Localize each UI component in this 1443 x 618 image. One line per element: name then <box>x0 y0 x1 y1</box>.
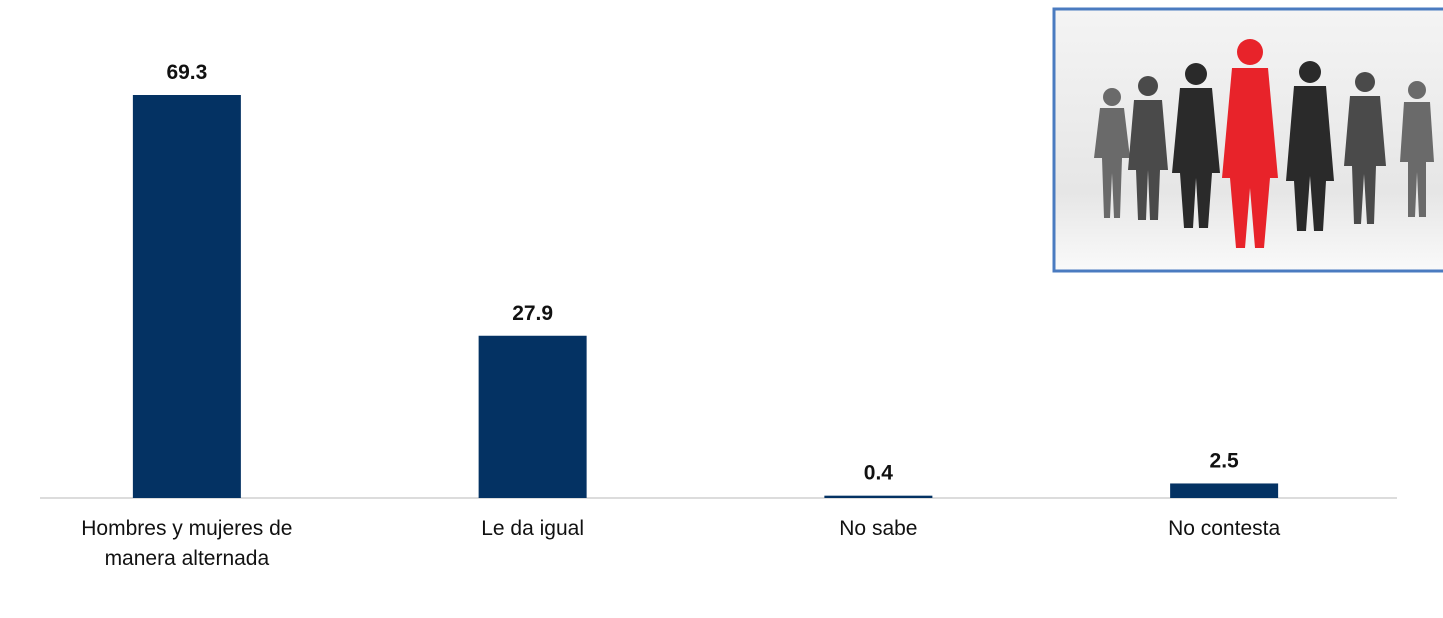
value-label: 69.3 <box>166 61 207 84</box>
value-label: 2.5 <box>1210 449 1240 472</box>
x-tick-label: No sabe <box>839 517 918 540</box>
bar <box>132 95 241 498</box>
photo <box>1052 7 1443 273</box>
bar <box>824 495 933 498</box>
value-label: 0.4 <box>864 462 894 485</box>
bar <box>478 335 587 498</box>
x-tick-label: Hombres y mujeres de manera alternada <box>81 517 293 570</box>
x-tick-label: Le da igual <box>481 517 584 540</box>
x-tick-label: No contesta <box>1168 517 1281 540</box>
bar <box>1170 483 1279 498</box>
value-label: 27.9 <box>512 302 553 325</box>
